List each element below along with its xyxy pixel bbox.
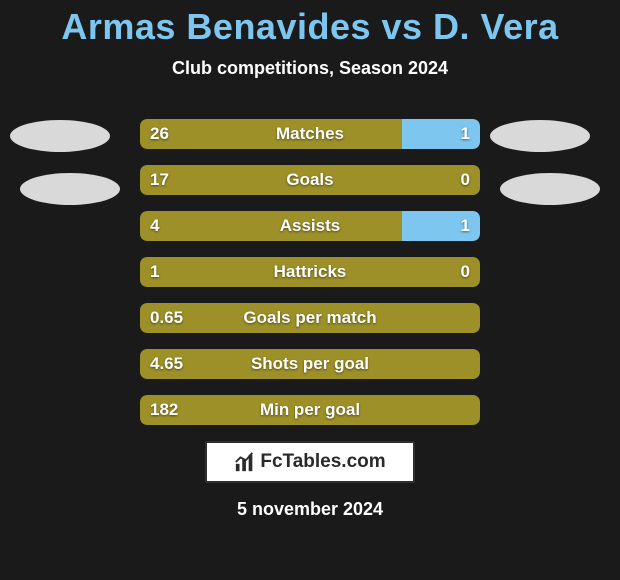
stat-label: Matches — [140, 119, 480, 149]
avatar-placeholder — [20, 173, 120, 205]
page-title: Armas Benavides vs D. Vera — [0, 0, 620, 48]
subtitle: Club competitions, Season 2024 — [0, 58, 620, 79]
bar-track: Shots per goal — [140, 349, 480, 379]
stat-row: Hattricks1 0 — [0, 257, 620, 287]
stat-value-left: 182 — [150, 395, 178, 425]
stat-value-left: 1 — [150, 257, 159, 287]
stat-value-left: 0.65 — [150, 303, 183, 333]
bar-track: Hattricks — [140, 257, 480, 287]
logo-text: FcTables.com — [260, 451, 385, 473]
stat-row: Min per goal182 — [0, 395, 620, 425]
comparison-card: Armas Benavides vs D. Vera Club competit… — [0, 0, 620, 580]
bar-track: Assists — [140, 211, 480, 241]
stat-label: Hattricks — [140, 257, 480, 287]
stat-value-left: 4.65 — [150, 349, 183, 379]
stat-value-right: 1 — [461, 211, 470, 241]
stat-value-left: 4 — [150, 211, 159, 241]
chart-icon — [234, 451, 256, 473]
stat-label: Assists — [140, 211, 480, 241]
stat-label: Goals per match — [140, 303, 480, 333]
stat-row: Assists4 1 — [0, 211, 620, 241]
stat-row: Goals per match0.65 — [0, 303, 620, 333]
stat-rows: Matches261Goals170Assists41Hattricks10Go… — [0, 119, 620, 425]
logo-box: FcTables.com — [205, 441, 415, 483]
bar-track: Min per goal — [140, 395, 480, 425]
bar-track: Goals — [140, 165, 480, 195]
stat-label: Goals — [140, 165, 480, 195]
bar-track: Goals per match — [140, 303, 480, 333]
bar-track: Matches — [140, 119, 480, 149]
stat-label: Shots per goal — [140, 349, 480, 379]
avatar-placeholder — [10, 120, 110, 152]
stat-value-left: 26 — [150, 119, 169, 149]
stat-value-right: 1 — [461, 119, 470, 149]
stat-value-right: 0 — [461, 257, 470, 287]
avatar-placeholder — [500, 173, 600, 205]
stat-value-right: 0 — [461, 165, 470, 195]
stat-row: Shots per goal4.65 — [0, 349, 620, 379]
date-text: 5 november 2024 — [0, 499, 620, 520]
avatar-placeholder — [490, 120, 590, 152]
stat-label: Min per goal — [140, 395, 480, 425]
stat-value-left: 17 — [150, 165, 169, 195]
